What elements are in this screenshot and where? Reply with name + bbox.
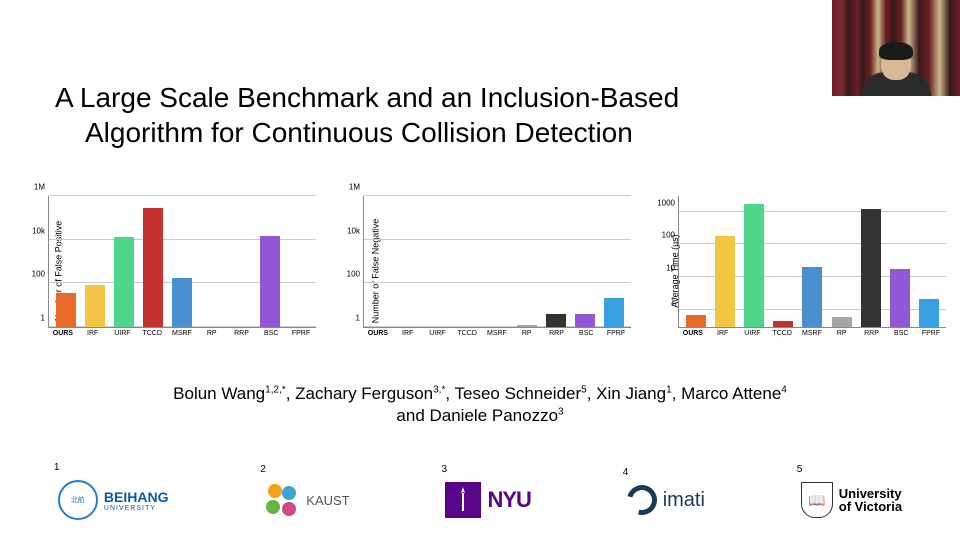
xtick-label: RRP <box>229 330 253 350</box>
nyu-name: NYU <box>487 487 530 513</box>
authors-line-1: Bolun Wang1,2,*, Zachary Ferguson3,*, Te… <box>0 383 960 405</box>
xtick-label: TCCD <box>455 330 479 350</box>
ytick-label: 1 <box>19 314 45 323</box>
bar-rrp <box>861 209 881 327</box>
xtick-label: MSRF <box>800 330 824 350</box>
beihang-sub: UNIVERSITY <box>104 505 169 512</box>
affiliations-row: 1 北航 BEIHANG UNIVERSITY 2 KAUST 3 NYU 4 … <box>10 470 950 530</box>
xtick-label: TCCD <box>140 330 164 350</box>
kaust-name: KAUST <box>306 493 349 508</box>
xtick-label: MSRF <box>485 330 509 350</box>
ytick-label: 10k <box>19 226 45 235</box>
bar-msrf <box>172 278 192 327</box>
xtick-label: RRP <box>544 330 568 350</box>
nyu-torch-icon <box>445 482 481 518</box>
bar-ours <box>686 315 706 327</box>
bar-bsc <box>890 269 910 327</box>
xtick-label: UIRF <box>740 330 764 350</box>
bar-fprf <box>919 299 939 327</box>
ytick-label: 100 <box>649 231 675 240</box>
ytick-label: 100 <box>19 270 45 279</box>
bar-rp <box>832 317 852 327</box>
xtick-label: BSC <box>889 330 913 350</box>
bar-bsc <box>575 314 595 327</box>
ytick-label: 1 <box>334 314 360 323</box>
xtick-label: MSRF <box>170 330 194 350</box>
xtick-label: IRF <box>396 330 420 350</box>
bar-uirf <box>114 237 134 327</box>
xtick-label: RP <box>830 330 854 350</box>
ytick-label: 1000 <box>649 198 675 207</box>
affil-kaust: 2 KAUST <box>264 482 349 518</box>
bar-irf <box>715 236 735 327</box>
bar-tccd <box>773 321 793 327</box>
xtick-label: RP <box>200 330 224 350</box>
charts-row: Number of False Positive110010k1MOURSIRF… <box>10 192 950 352</box>
xtick-label: RRP <box>859 330 883 350</box>
ytick-label: 10 <box>649 264 675 273</box>
chart-false-positive: Number of False Positive110010k1MOURSIRF… <box>10 192 320 350</box>
bar-irf <box>85 285 105 327</box>
xtick-label: IRF <box>711 330 735 350</box>
ytick-label: 10k <box>334 226 360 235</box>
xtick-label: FPRF <box>919 330 943 350</box>
kaust-logo-icon <box>264 482 300 518</box>
bar-tccd <box>143 208 163 327</box>
affil-beihang: 1 北航 BEIHANG UNIVERSITY <box>58 480 169 520</box>
imati-name: imati <box>663 489 705 512</box>
ytick-label: 1M <box>19 183 45 192</box>
presenter-webcam-overlay <box>832 0 960 96</box>
imati-logo-icon <box>621 480 662 521</box>
beihang-seal-icon: 北航 <box>58 480 98 520</box>
bar-rp <box>517 325 537 327</box>
ytick-label: 1 <box>649 296 675 305</box>
uvic-sub: of Victoria <box>839 500 902 513</box>
xtick-label: FPRF <box>289 330 313 350</box>
chart-average-time: Average Time (µs)1101001000OURSIRFUIRFTC… <box>640 192 950 350</box>
bar-uirf <box>744 204 764 327</box>
affil-uvic: 5 📖 University of Victoria <box>801 482 902 518</box>
xtick-label: RP <box>515 330 539 350</box>
xtick-label: IRF <box>81 330 105 350</box>
xtick-label: BSC <box>259 330 283 350</box>
xtick-label: BSC <box>574 330 598 350</box>
affil-imati: 4 imati <box>627 485 705 515</box>
bar-ours <box>56 293 76 327</box>
xtick-label: UIRF <box>110 330 134 350</box>
xtick-label: UIRF <box>425 330 449 350</box>
title-line-2: Algorithm for Continuous Collision Detec… <box>55 115 840 150</box>
title-line-1: A Large Scale Benchmark and an Inclusion… <box>55 82 679 113</box>
affil-nyu: 3 NYU <box>445 482 530 518</box>
slide-title: A Large Scale Benchmark and an Inclusion… <box>55 80 840 150</box>
authors-block: Bolun Wang1,2,*, Zachary Ferguson3,*, Te… <box>0 383 960 427</box>
xtick-label: FPRF <box>604 330 628 350</box>
authors-line-2: and Daniele Panozzo3 <box>0 405 960 427</box>
xtick-label: OURS <box>681 330 705 350</box>
ytick-label: 1M <box>334 183 360 192</box>
chart-false-negative: Number of False Negative110010k1MOURSIRF… <box>325 192 635 350</box>
xtick-label: OURS <box>51 330 75 350</box>
bar-fprf <box>604 298 624 327</box>
bar-msrf <box>802 267 822 327</box>
xtick-label: TCCD <box>770 330 794 350</box>
xtick-label: OURS <box>366 330 390 350</box>
beihang-name: BEIHANG <box>104 489 169 505</box>
bar-rrp <box>546 314 566 327</box>
uvic-shield-icon: 📖 <box>801 482 833 518</box>
ytick-label: 100 <box>334 270 360 279</box>
bar-bsc <box>260 236 280 327</box>
